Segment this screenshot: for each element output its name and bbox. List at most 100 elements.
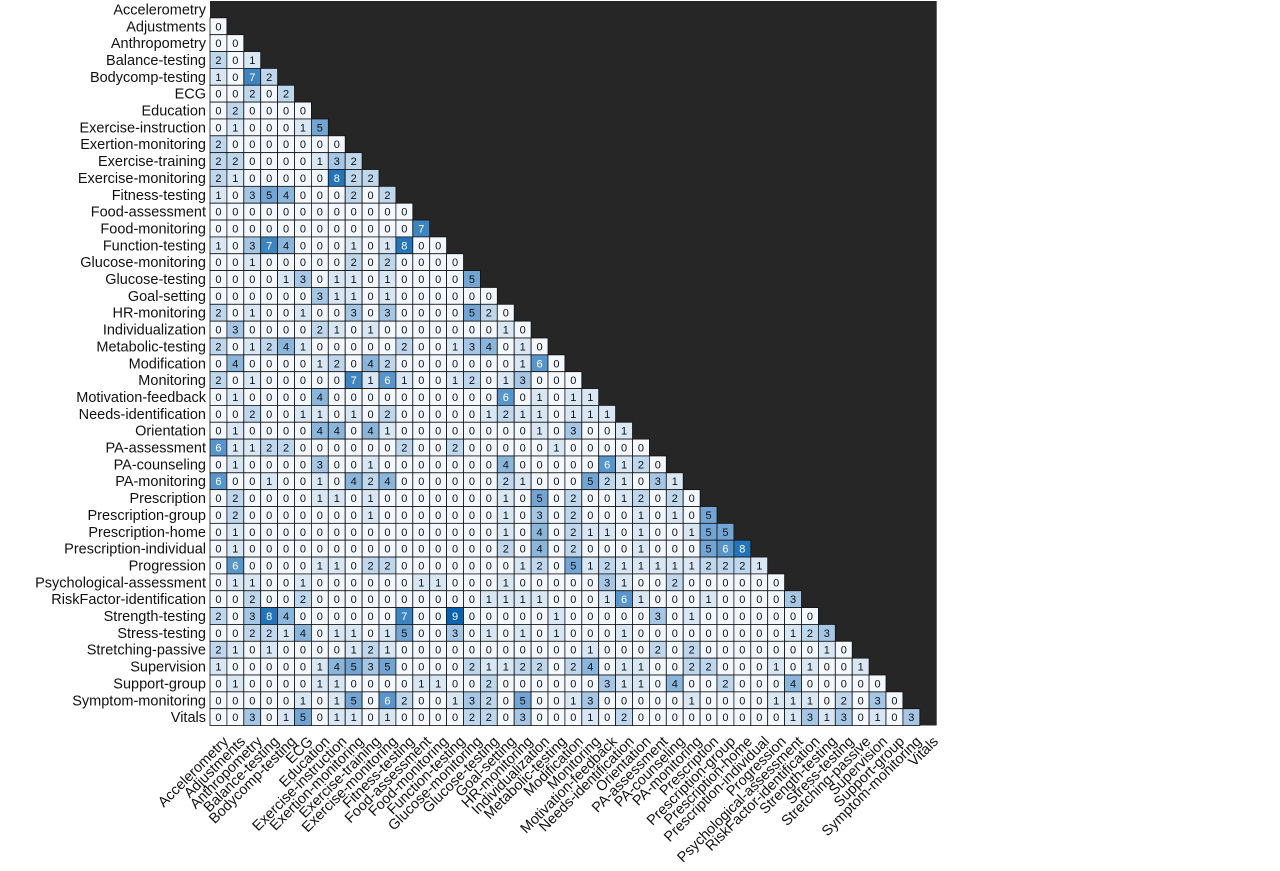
cell-value-label: 0 [553, 527, 559, 539]
cell-value-label: 0 [520, 459, 526, 471]
cell-value-label: 0 [553, 577, 559, 589]
cell-value-label: 0 [401, 594, 407, 606]
cell-value-label: 0 [722, 628, 728, 640]
cell-value-label: 1 [503, 375, 509, 387]
cell-value-label: 0 [401, 645, 407, 657]
cell-value-label: 0 [858, 695, 864, 707]
cell-value-label: 2 [317, 325, 323, 337]
cell-value-label: 1 [570, 409, 576, 421]
cell-value-label: 0 [300, 443, 306, 455]
cell-value-label: 0 [570, 628, 576, 640]
cell-value-label: 0 [418, 476, 424, 488]
cell-value-label: 0 [249, 426, 255, 438]
cell-value-label: 0 [317, 628, 323, 640]
cell-value-label: 0 [334, 409, 340, 421]
cell-value-label: 4 [300, 628, 306, 640]
cell-value-label: 0 [249, 173, 255, 185]
y-tick-label: Metabolic-testing [96, 339, 206, 355]
cell-value-label: 3 [249, 712, 255, 724]
cell-value-label: 1 [351, 240, 357, 252]
cell-value-label: 0 [249, 695, 255, 707]
y-tick-label: PA-monitoring [115, 474, 206, 490]
cell-value-label: 0 [232, 38, 238, 50]
cell-value-label: 0 [435, 695, 441, 707]
cell-value-label: 2 [621, 712, 627, 724]
cell-value-label: 0 [553, 594, 559, 606]
cell-value-label: 2 [469, 662, 475, 674]
cell-value-label: 0 [638, 628, 644, 640]
cell-value-label: 1 [874, 712, 880, 724]
cell-value-label: 6 [384, 695, 390, 707]
cell-value-label: 0 [655, 695, 661, 707]
cell-value-label: 0 [300, 527, 306, 539]
cell-value-label: 0 [300, 510, 306, 522]
y-tick-label: Stress-testing [117, 626, 206, 642]
cell-value-label: 0 [520, 443, 526, 455]
cell-value-label: 0 [232, 190, 238, 202]
cell-value-label: 0 [266, 560, 272, 572]
cell-value-label: 1 [249, 308, 255, 320]
cell-value-label: 0 [367, 443, 373, 455]
cell-value-label: 3 [232, 325, 238, 337]
cell-value-label: 1 [520, 594, 526, 606]
cell-value-label: 0 [283, 156, 289, 168]
cell-value-label: 0 [604, 645, 610, 657]
cell-value-label: 0 [756, 695, 762, 707]
cell-value-label: 0 [215, 426, 221, 438]
cell-value-label: 0 [638, 577, 644, 589]
cell-value-label: 0 [435, 308, 441, 320]
cell-value-label: 0 [418, 628, 424, 640]
cell-value-label: 1 [232, 173, 238, 185]
cell-value-label: 2 [570, 527, 576, 539]
cell-value-label: 1 [587, 527, 593, 539]
cell-value-label: 0 [266, 662, 272, 674]
cell-value-label: 0 [300, 207, 306, 219]
cell-value-label: 0 [705, 628, 711, 640]
cell-value-label: 0 [418, 493, 424, 505]
cell-value-label: 1 [638, 527, 644, 539]
cell-value-label: 4 [790, 678, 796, 690]
cell-value-label: 0 [334, 223, 340, 235]
cell-value-label: 0 [705, 577, 711, 589]
cell-value-label: 1 [232, 544, 238, 556]
cell-value-label: 0 [570, 577, 576, 589]
cell-value-label: 0 [215, 291, 221, 303]
cell-value-label: 0 [756, 712, 762, 724]
cell-value-label: 0 [705, 645, 711, 657]
cell-value-label: 0 [300, 291, 306, 303]
cell-value-label: 2 [469, 375, 475, 387]
cell-value-label: 1 [638, 544, 644, 556]
cell-value-label: 2 [367, 560, 373, 572]
cell-value-label: 0 [249, 493, 255, 505]
cell-value-label: 1 [351, 712, 357, 724]
cell-value-label: 0 [300, 358, 306, 370]
cell-value-label: 0 [266, 139, 272, 151]
cell-value-label: 0 [435, 240, 441, 252]
cell-value-label: 3 [807, 712, 813, 724]
cell-value-label: 0 [249, 358, 255, 370]
cell-value-label: 1 [249, 55, 255, 67]
cell-value-label: 0 [317, 544, 323, 556]
cell-value-label: 0 [773, 712, 779, 724]
y-tick-label: Stretching-passive [87, 643, 206, 659]
cell-value-label: 0 [418, 459, 424, 471]
cell-value-label: 3 [587, 695, 593, 707]
cell-value-label: 0 [266, 358, 272, 370]
cell-value-label: 0 [739, 594, 745, 606]
y-tick-label: Individualization [103, 323, 206, 339]
cell-value-label: 0 [520, 544, 526, 556]
cell-value-label: 0 [435, 544, 441, 556]
cell-value-label: 0 [351, 611, 357, 623]
cell-value-label: 0 [756, 594, 762, 606]
cell-value-label: 2 [232, 106, 238, 118]
cell-value-label: 1 [300, 577, 306, 589]
cell-value-label: 0 [249, 476, 255, 488]
cell-value-label: 0 [452, 476, 458, 488]
cell-value-label: 1 [215, 662, 221, 674]
cell-value-label: 1 [503, 325, 509, 337]
cell-value-label: 0 [266, 695, 272, 707]
cell-value-label: 2 [705, 662, 711, 674]
cell-value-label: 0 [655, 662, 661, 674]
cell-value-label: 0 [722, 712, 728, 724]
